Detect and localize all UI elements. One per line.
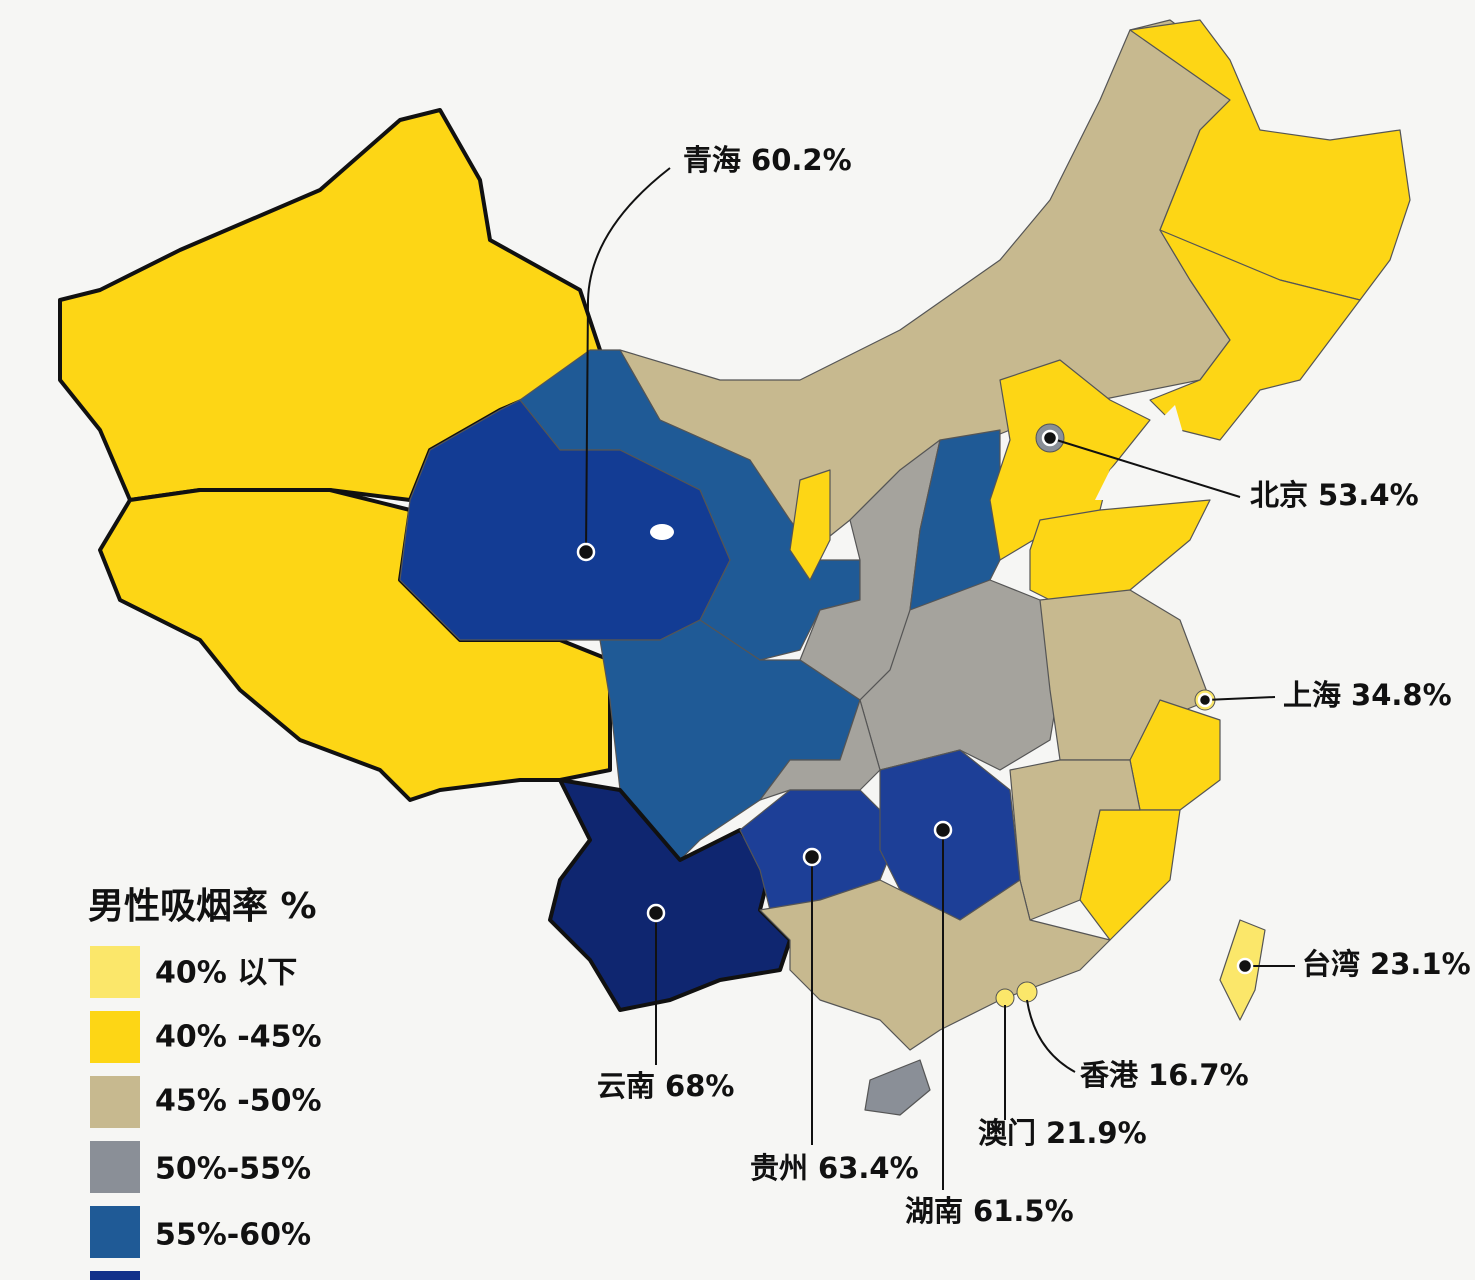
marker [1236,957,1254,975]
region-value: 21.9% [1046,1116,1147,1150]
region-macau [995,988,1015,1008]
region-name: 上海 [1283,678,1341,712]
region-name: 香港 [1080,1058,1139,1092]
marker [933,820,953,840]
region-value: 63.4% [818,1151,919,1185]
region-heilongjiang [1129,19,1411,301]
region-hainan [864,1059,931,1116]
legend-swatch [90,1141,140,1193]
leader-line [585,167,671,553]
legend-swatch [90,1011,140,1063]
leaders [576,167,1295,1190]
region-name: 澳门 [978,1116,1036,1150]
region-central [859,579,1061,771]
provinces [58,19,1411,1116]
region-name: 青海 [683,143,741,177]
marker [1041,429,1059,447]
lake [650,524,674,540]
region-value: 60.2% [751,143,852,177]
region-label: 北京 53.4% [1250,478,1419,512]
legend-swatch [90,1271,140,1280]
region-value: 68% [665,1069,734,1103]
region-name: 湖南 [905,1194,963,1228]
region-value: 23.1% [1370,947,1471,981]
region-label: 香港 16.7% [1080,1058,1249,1092]
marker [576,542,596,562]
labels: 青海 60.2% 北京 53.4% 上海 34.8% 台湾 23.1% 香港 16.7% 澳门 21.… [597,143,1471,1228]
legend-label: 55%-60% [155,1218,311,1253]
leader-line [1204,696,1276,701]
legend-swatch [90,1076,140,1128]
legend-label: 50%-55% [155,1152,311,1187]
region-name: 贵州 [750,1151,808,1185]
region-jilin-liaoning [1149,229,1361,441]
region-name: 台湾 [1302,947,1360,981]
region-value: 34.8% [1351,678,1452,712]
legend-swatch [90,1206,140,1258]
leader-line [1049,437,1241,498]
region-ningxia [789,469,831,581]
legend-label: 40% -45% [155,1020,322,1055]
marker [646,903,666,923]
legend-swatch [90,946,140,998]
region-label: 湖南 61.5% [905,1194,1074,1228]
sea [1095,405,1185,500]
legend-label: 45% -50% [155,1084,322,1119]
legend: 男性吸烟率 % 40% 以下 40% -45% 45% -50% 50%-55%… [88,886,322,1280]
region-yunnan [548,778,792,1012]
region-hongkong [1016,981,1038,1003]
region-name: 北京 [1250,478,1308,512]
region-value: 61.5% [973,1194,1074,1228]
legend-label: 40% 以下 [155,956,297,991]
region-label: 澳门 21.9% [978,1116,1147,1150]
marker [802,847,822,867]
leader-line [1026,999,1076,1073]
legend-title: 男性吸烟率 % [88,886,317,927]
region-label: 贵州 63.4% [750,1151,919,1185]
region-value: 16.7% [1148,1058,1249,1092]
region-label: 云南 68% [597,1069,734,1103]
region-value: 53.4% [1318,478,1419,512]
region-guangdong-guangxi [759,879,1111,1051]
region-name: 云南 [597,1069,655,1103]
marker [1197,692,1213,708]
region-label: 台湾 23.1% [1302,947,1471,981]
region-label: 上海 34.8% [1283,678,1452,712]
region-label: 青海 60.2% [683,143,852,177]
region-chongqing [759,699,881,801]
